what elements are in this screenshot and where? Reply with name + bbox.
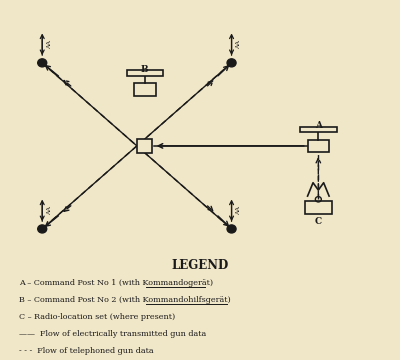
Text: LEGEND: LEGEND [171, 259, 229, 272]
Text: ——  Flow of electrically transmitted gun data: —— Flow of electrically transmitted gun … [18, 330, 206, 338]
Circle shape [227, 59, 236, 67]
Text: C – Radio-location set (where present): C – Radio-location set (where present) [18, 314, 175, 321]
Circle shape [38, 225, 47, 233]
Text: A: A [315, 121, 322, 130]
Bar [300, 126, 336, 132]
Circle shape [227, 225, 236, 233]
Bar [126, 70, 163, 76]
Bar [134, 83, 156, 96]
Text: C: C [315, 217, 322, 226]
Text: B: B [141, 65, 148, 74]
Circle shape [38, 59, 47, 67]
Bar [137, 139, 152, 153]
Text: B – Command Post No 2 (with Kommandohilfsgerät): B – Command Post No 2 (with Kommandohilf… [18, 296, 230, 305]
Text: A – Command Post No 1 (with Kommandogerät): A – Command Post No 1 (with Kommandogerä… [18, 279, 213, 288]
Text: AA: AA [47, 206, 52, 215]
Bar [308, 140, 329, 152]
Bar [305, 202, 332, 214]
Text: AA: AA [47, 40, 52, 49]
Text: AA: AA [236, 40, 241, 49]
Text: - - -  Flow of telephoned gun data: - - - Flow of telephoned gun data [18, 347, 153, 355]
Text: AA: AA [236, 206, 241, 215]
